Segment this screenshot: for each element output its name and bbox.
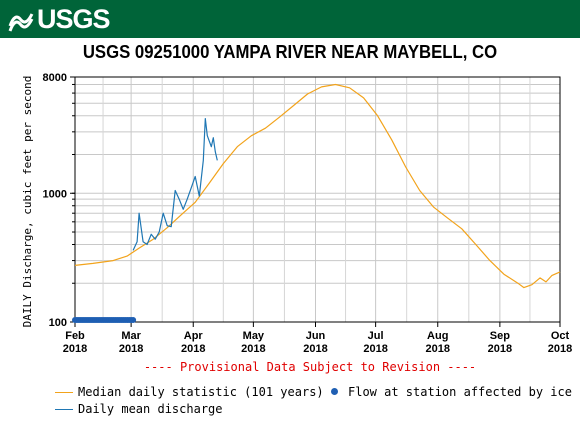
y-tick-label: 100	[49, 317, 67, 329]
x-tick-label-year: 2018	[119, 343, 143, 355]
x-tick-label-month: May	[243, 330, 265, 342]
usgs-logo-text: USGS	[37, 4, 111, 34]
x-tick-label-year: 2018	[181, 343, 205, 355]
x-tick-label-month: Oct	[551, 330, 570, 342]
y-axis-label: DAILY Discharge, cubic feet per second	[21, 76, 34, 328]
y-tick-label: 8000	[43, 72, 67, 84]
x-tick-label-year: 2018	[488, 343, 512, 355]
x-tick-label-year: 2018	[363, 343, 387, 355]
usgs-logo-icon	[8, 13, 34, 32]
legend-swatch-ice	[331, 388, 338, 395]
x-tick-label-year: 2018	[426, 343, 450, 355]
legend-label-median: Median daily statistic (101 years)	[78, 385, 324, 399]
legend-label-ice: Flow at station affected by ice	[348, 385, 572, 399]
x-tick-label-month: Jun	[306, 330, 326, 342]
legend-item-median: Median daily statistic (101 years)	[55, 384, 324, 400]
ice-flow-point	[130, 317, 137, 323]
y-tick-label: 1000	[43, 188, 67, 200]
provisional-data-note: ---- Provisional Data Subject to Revisio…	[144, 360, 476, 374]
legend-swatch-median	[55, 392, 73, 393]
legend-item-ice: Flow at station affected by ice	[330, 384, 572, 400]
daily-mean-discharge-line	[132, 117, 218, 251]
x-tick-label-year: 2018	[548, 343, 572, 355]
x-tick-label-month: Apr	[184, 330, 204, 342]
x-tick-label-year: 2018	[241, 343, 265, 355]
usgs-logo: USGS	[8, 4, 111, 34]
x-tick-label-month: Mar	[121, 330, 141, 342]
chart-title: USGS 09251000 YAMPA RIVER NEAR MAYBELL, …	[82, 42, 498, 62]
median-daily-line	[74, 83, 561, 289]
usgs-banner: USGS	[0, 0, 580, 38]
x-tick-label-year: 2018	[63, 343, 87, 355]
legend-item-daily-mean: Daily mean discharge	[55, 401, 223, 417]
x-tick-label-month: Sep	[490, 330, 510, 342]
legend-swatch-daily-mean	[55, 409, 73, 410]
x-tick-label-month: Feb	[65, 330, 85, 342]
x-tick-label-year: 2018	[303, 343, 327, 355]
x-tick-label-month: Aug	[427, 330, 448, 342]
legend-label-daily-mean: Daily mean discharge	[78, 402, 223, 416]
x-tick-label-month: Jul	[368, 330, 384, 342]
